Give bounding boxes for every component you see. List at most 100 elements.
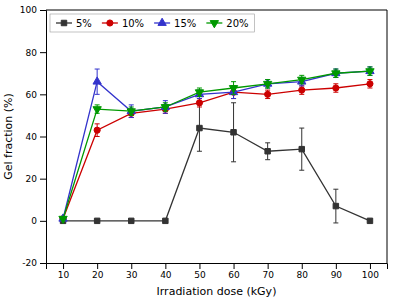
marks	[59, 66, 374, 223]
tick-label: 0	[31, 216, 37, 226]
axis-line	[47, 264, 388, 270]
tick-mark	[40, 94, 46, 95]
tick-mark	[97, 263, 98, 269]
point	[59, 216, 67, 223]
tick-label: 40	[160, 270, 172, 280]
legend-label: 10%	[122, 18, 144, 29]
tick: 20	[92, 263, 104, 280]
tick-mark	[40, 221, 46, 222]
legend-item: 5%	[56, 18, 92, 29]
tick-label: 60	[26, 90, 38, 100]
tick: 50	[194, 263, 206, 280]
tick-mark	[131, 263, 132, 269]
tick-mark	[234, 263, 235, 269]
tick: -20	[22, 258, 46, 268]
y-axis-title: Gel fraction (%)	[2, 93, 15, 180]
tick-label: 10	[58, 270, 70, 280]
tick: 100	[362, 263, 379, 280]
tick: 80	[26, 48, 46, 58]
point	[196, 100, 202, 106]
tick-mark	[199, 263, 200, 269]
legend-label: 20%	[226, 18, 248, 29]
legend-marker	[210, 21, 218, 28]
point	[265, 149, 270, 154]
tick: 0	[31, 216, 46, 226]
tick: 20	[26, 174, 46, 184]
series-line	[63, 71, 370, 219]
point	[332, 71, 340, 78]
tick: 40	[160, 263, 172, 280]
error-bar	[197, 99, 202, 107]
legend-item: 20%	[206, 18, 248, 29]
point	[161, 105, 169, 112]
tick-label: 20	[92, 270, 104, 280]
point	[299, 87, 305, 93]
tick-label: -20	[22, 258, 37, 268]
y-axis: -20020406080100	[20, 5, 47, 268]
point	[94, 218, 99, 223]
tick-mark	[40, 263, 46, 264]
error-bar	[333, 189, 338, 223]
legend-frame	[50, 14, 255, 32]
error-bar	[299, 86, 304, 94]
tick-label: 100	[362, 270, 379, 280]
tick: 60	[26, 90, 46, 100]
point	[366, 69, 374, 76]
tick-mark	[336, 263, 337, 269]
point	[94, 127, 100, 133]
tick-label: 90	[331, 270, 343, 280]
x-axis: 10 20 30 40 50 60 70 80 90 100	[47, 263, 388, 280]
point	[298, 77, 306, 84]
tick-mark	[268, 263, 269, 269]
point	[195, 90, 203, 97]
legend: 5%10%15%20%	[50, 14, 255, 32]
error-bar	[231, 103, 236, 162]
point	[367, 81, 373, 87]
error-bar	[265, 143, 270, 160]
tick-label: 60	[228, 270, 240, 280]
tick: 60	[228, 263, 240, 280]
tick-mark	[40, 137, 46, 138]
tick-mark	[302, 263, 303, 269]
tick-mark	[370, 263, 371, 269]
point	[333, 203, 338, 208]
series-line	[63, 84, 370, 219]
point	[231, 130, 236, 135]
legend-item: 10%	[102, 18, 144, 29]
tick-label: 70	[262, 270, 274, 280]
point	[367, 218, 372, 223]
point	[265, 91, 271, 97]
series	[60, 103, 372, 224]
legend-label: 5%	[76, 18, 92, 29]
chart: 10 20 30 40 50 60 70 80 90 100 -20 0 20 40 60 80 100 5% 10…	[0, 0, 401, 301]
series-line	[63, 128, 370, 221]
tick-label: 50	[194, 270, 206, 280]
tick-mark	[40, 179, 46, 180]
tick-mark	[40, 52, 46, 53]
series	[59, 66, 374, 221]
tick: 40	[26, 132, 46, 142]
point	[129, 218, 134, 223]
tick-mark	[165, 263, 166, 269]
series	[59, 67, 374, 224]
series	[60, 80, 373, 222]
legend-marker	[158, 18, 166, 25]
legend-marker	[107, 20, 113, 26]
series-line	[63, 71, 370, 219]
tick-label: 80	[26, 48, 38, 58]
tick: 30	[126, 263, 138, 280]
tick: 80	[297, 263, 309, 280]
tick-label: 40	[26, 132, 38, 142]
tick: 70	[262, 263, 274, 280]
legend-marker	[61, 20, 66, 25]
error-bar	[299, 128, 304, 170]
point	[163, 218, 168, 223]
error-bar	[265, 90, 270, 98]
point	[93, 77, 101, 84]
point	[93, 107, 101, 114]
point	[127, 109, 135, 116]
error-bar	[95, 124, 100, 137]
tick-mark	[63, 263, 64, 269]
axis-line	[40, 11, 47, 264]
point	[299, 146, 304, 151]
